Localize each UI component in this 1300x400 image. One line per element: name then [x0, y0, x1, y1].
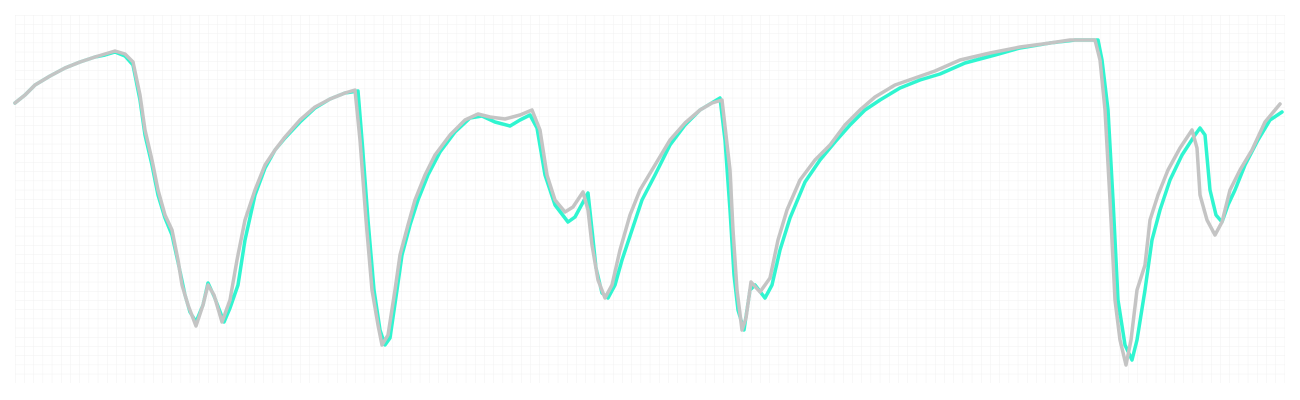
plot-area	[13, 38, 1284, 367]
line-series	[13, 38, 1282, 367]
grid	[15, 15, 1285, 383]
